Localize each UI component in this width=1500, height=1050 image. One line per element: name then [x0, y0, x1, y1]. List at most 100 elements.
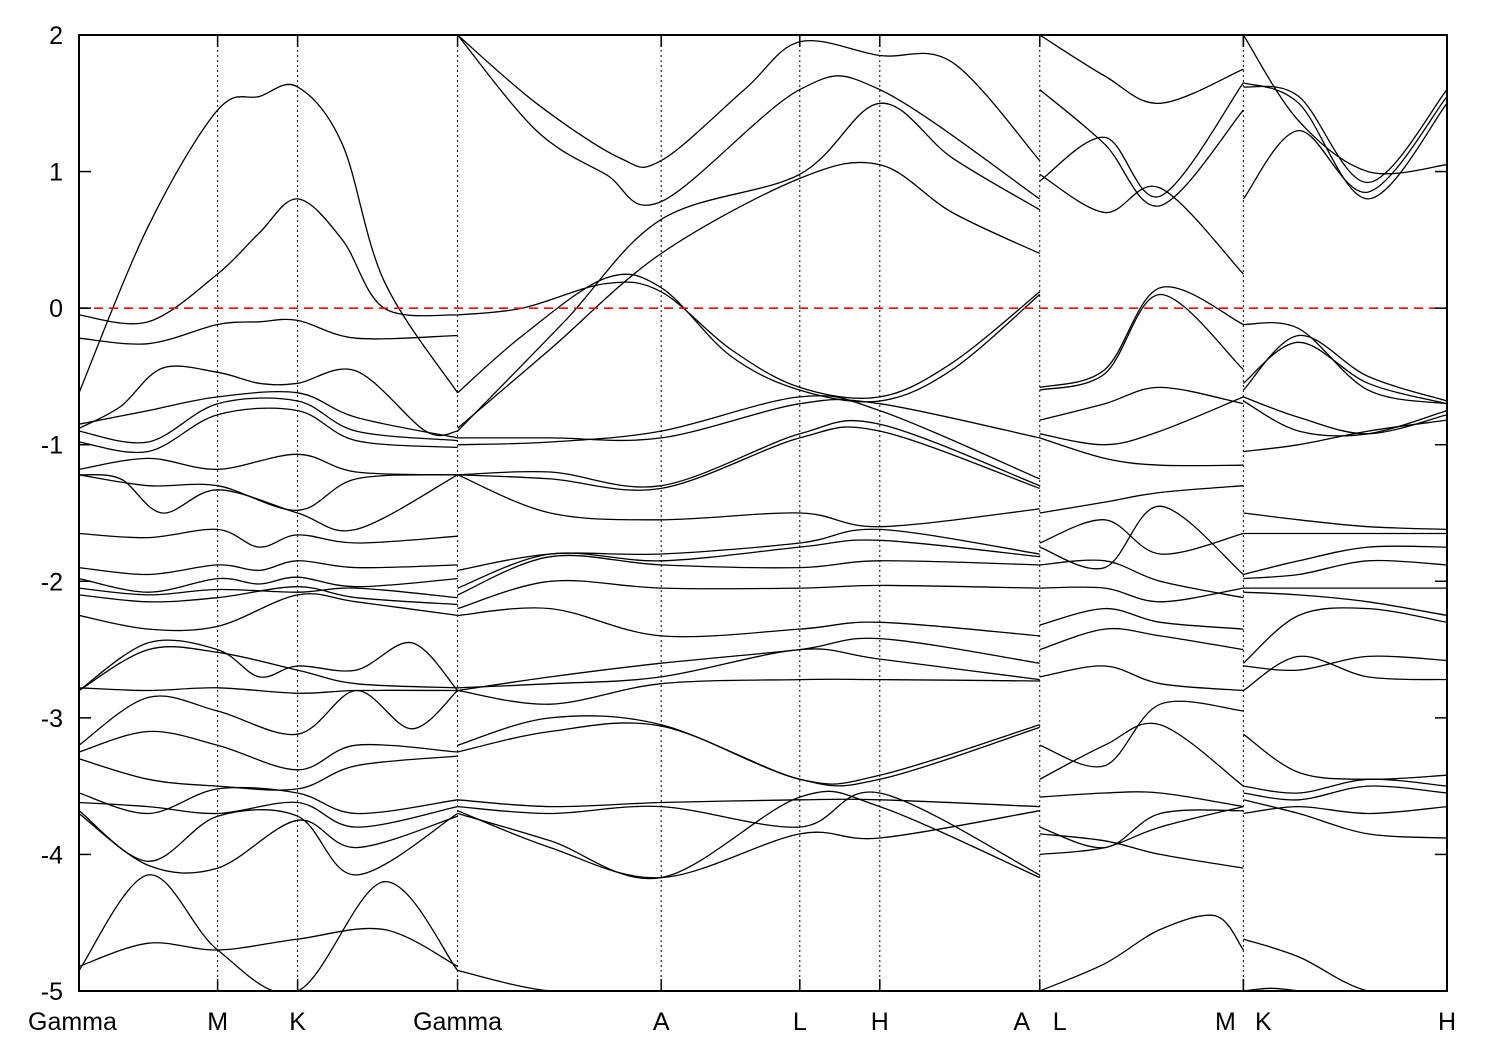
x-tick-label-k: K	[1255, 1008, 1272, 1036]
band-line-73	[1039, 791, 1244, 808]
band-line-47	[457, 715, 1040, 785]
band-line-45	[457, 648, 1040, 689]
band-line-24	[79, 809, 458, 876]
band-line-78	[1242, 96, 1447, 200]
band-line-66	[1039, 559, 1244, 599]
band-line-48	[457, 722, 1040, 787]
band-line-4	[79, 390, 458, 439]
band-line-28	[457, 281, 1041, 399]
y-tick-label: -1	[41, 432, 63, 460]
band-line-51	[457, 790, 1040, 880]
x-tick-label-gamma: Gamma	[413, 1008, 502, 1036]
x-tick-label-a: A	[653, 1008, 670, 1036]
band-line-0	[79, 83, 459, 394]
band-line-25	[79, 812, 458, 874]
band-line-62	[1039, 437, 1244, 467]
band-line-79	[1243, 82, 1447, 200]
band-line-1	[79, 198, 458, 325]
y-tick-label: 2	[49, 22, 63, 50]
band-line-11	[79, 560, 458, 576]
band-line-44	[457, 637, 1040, 692]
band-line-19	[79, 689, 459, 746]
band-line-35	[457, 395, 1040, 480]
band-line-29	[457, 273, 1041, 403]
y-tick-label: 1	[49, 159, 63, 187]
band-line-74	[1039, 809, 1244, 849]
band-line-53	[457, 969, 1040, 991]
band-line-5	[79, 397, 458, 444]
band-line-17	[79, 646, 458, 692]
band-line-32	[457, 35, 1041, 206]
band-line-10	[79, 528, 458, 548]
band-line-56	[1039, 173, 1244, 275]
band-line-50	[457, 791, 1040, 876]
x-axis-ticks: Gamma M K Gamma A L H A L M K H	[28, 35, 1456, 1036]
band-line-42	[457, 579, 1040, 610]
band-line-68	[1039, 607, 1244, 630]
band-line-18	[79, 687, 458, 694]
band-line-64	[1039, 519, 1244, 555]
y-tick-label: -3	[41, 705, 63, 733]
band-line-82	[1242, 334, 1447, 402]
band-line-14	[79, 586, 458, 606]
band-line-20	[79, 730, 458, 771]
band-line-38	[457, 474, 1040, 528]
band-line-2	[79, 318, 458, 345]
band-line-26	[79, 874, 459, 991]
high-symmetry-lines	[217, 35, 1244, 991]
band-line-40	[457, 539, 1040, 589]
band-line-77	[1039, 914, 1244, 991]
band-line-98	[1243, 778, 1447, 794]
band-line-87	[1243, 419, 1447, 453]
band-line-36	[457, 419, 1040, 488]
band-line-97	[1243, 733, 1447, 780]
band-line-61	[1039, 396, 1244, 446]
x-tick-label-l: L	[793, 1008, 807, 1036]
x-tick-label-k: K	[289, 1008, 306, 1036]
band-line-67	[1039, 586, 1244, 603]
band-line-31	[457, 102, 1041, 432]
band-line-33	[457, 35, 1041, 168]
x-tick-label-a: A	[1013, 1008, 1030, 1036]
band-line-30	[457, 161, 1040, 429]
band-line-12	[79, 576, 458, 593]
band-line-65	[1039, 505, 1244, 576]
band-line-41	[457, 554, 1040, 596]
band-line-71	[1039, 700, 1244, 768]
band-line-90	[1243, 545, 1447, 576]
band-line-69	[1039, 627, 1244, 651]
x-tick-label-h: H	[871, 1008, 889, 1036]
band-line-43	[457, 607, 1040, 638]
band-line-3	[79, 365, 458, 437]
band-line-46	[457, 678, 1040, 705]
band-line-94	[1242, 607, 1447, 664]
band-line-6	[79, 407, 458, 454]
y-tick-label: -2	[41, 568, 63, 596]
plot-frame	[78, 34, 1448, 992]
band-line-84	[1243, 322, 1447, 405]
x-tick-label-m: M	[1215, 1008, 1236, 1036]
band-line-57	[1039, 89, 1244, 207]
band-line-76	[1039, 805, 1244, 856]
band-line-99	[1243, 785, 1447, 801]
band-line-95	[1243, 655, 1447, 672]
band-line-54	[1039, 286, 1244, 389]
y-axis-ticks: 2 1 0 -1 -2 -3 -4 -5	[41, 22, 1447, 1006]
band-line-93	[1243, 591, 1447, 617]
x-tick-label-gamma: Gamma	[28, 1008, 117, 1036]
band-line-27	[79, 927, 458, 968]
band-line-70	[1039, 665, 1244, 692]
band-line-81	[1243, 85, 1447, 184]
y-tick-label: 0	[49, 295, 63, 323]
band-line-37	[457, 426, 1040, 491]
band-line-8	[79, 474, 458, 532]
band-line-60	[1039, 386, 1244, 421]
x-tick-label-l: L	[1053, 1008, 1067, 1036]
band-line-63	[1039, 485, 1244, 514]
bands-layer	[79, 35, 1447, 991]
band-line-22	[79, 786, 458, 815]
band-line-100	[1243, 799, 1447, 839]
band-line-55	[1039, 293, 1244, 391]
band-line-59	[1039, 35, 1244, 104]
